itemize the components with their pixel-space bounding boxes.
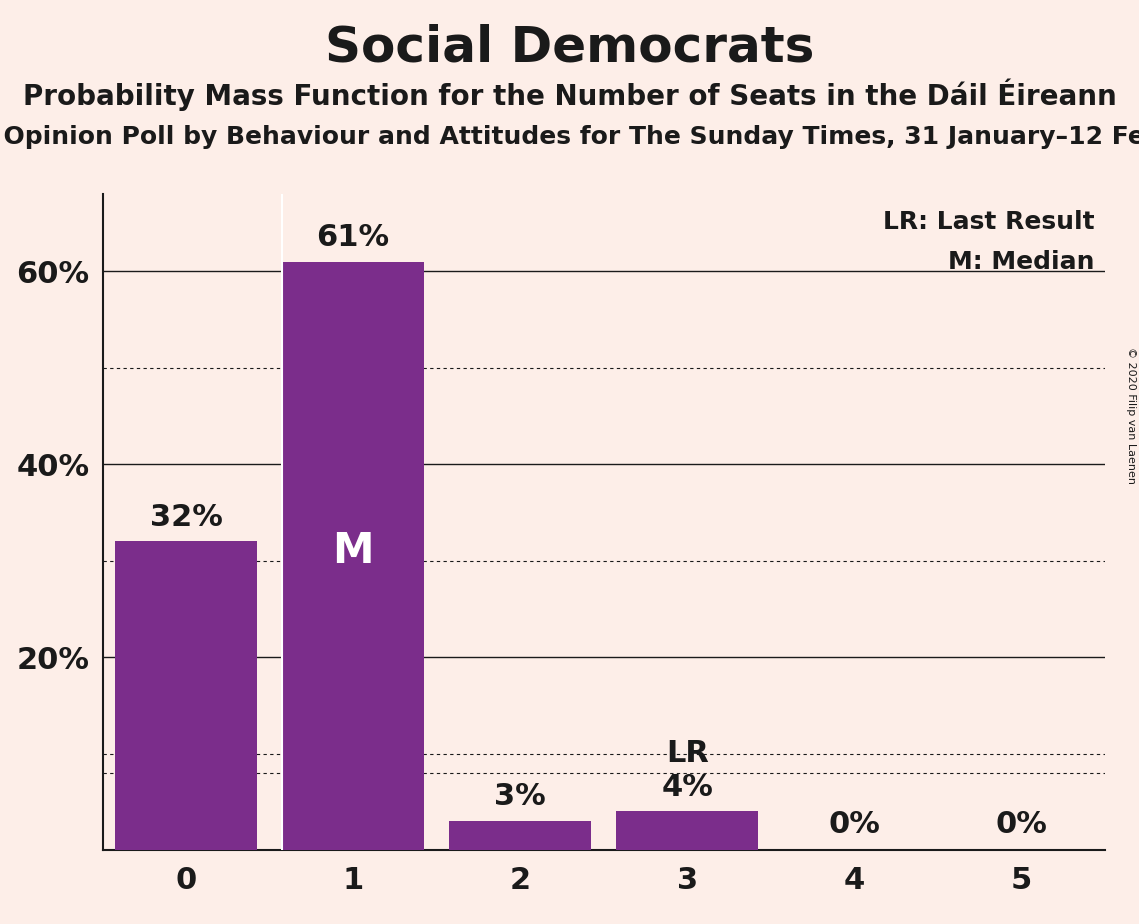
Bar (282, 261, 424, 850)
Bar (449, 821, 591, 850)
Text: M: M (333, 530, 374, 572)
Text: © 2020 Filip van Laenen: © 2020 Filip van Laenen (1126, 347, 1136, 484)
Text: 0%: 0% (828, 809, 880, 838)
Text: 3%: 3% (494, 783, 546, 811)
Bar (616, 811, 759, 850)
Bar (115, 541, 257, 850)
Text: Social Democrats: Social Democrats (325, 23, 814, 71)
Text: on an Opinion Poll by Behaviour and Attitudes for The Sunday Times, 31 January–1: on an Opinion Poll by Behaviour and Atti… (0, 125, 1139, 149)
Text: 32%: 32% (149, 503, 222, 531)
Text: 4%: 4% (662, 772, 713, 802)
Text: 0%: 0% (995, 809, 1047, 838)
Text: LR: Last Result: LR: Last Result (883, 211, 1095, 235)
Text: 61%: 61% (317, 223, 390, 252)
Text: Probability Mass Function for the Number of Seats in the Dáil Éireann: Probability Mass Function for the Number… (23, 79, 1116, 111)
Text: M: Median: M: Median (949, 249, 1095, 274)
Text: LR: LR (666, 739, 708, 768)
